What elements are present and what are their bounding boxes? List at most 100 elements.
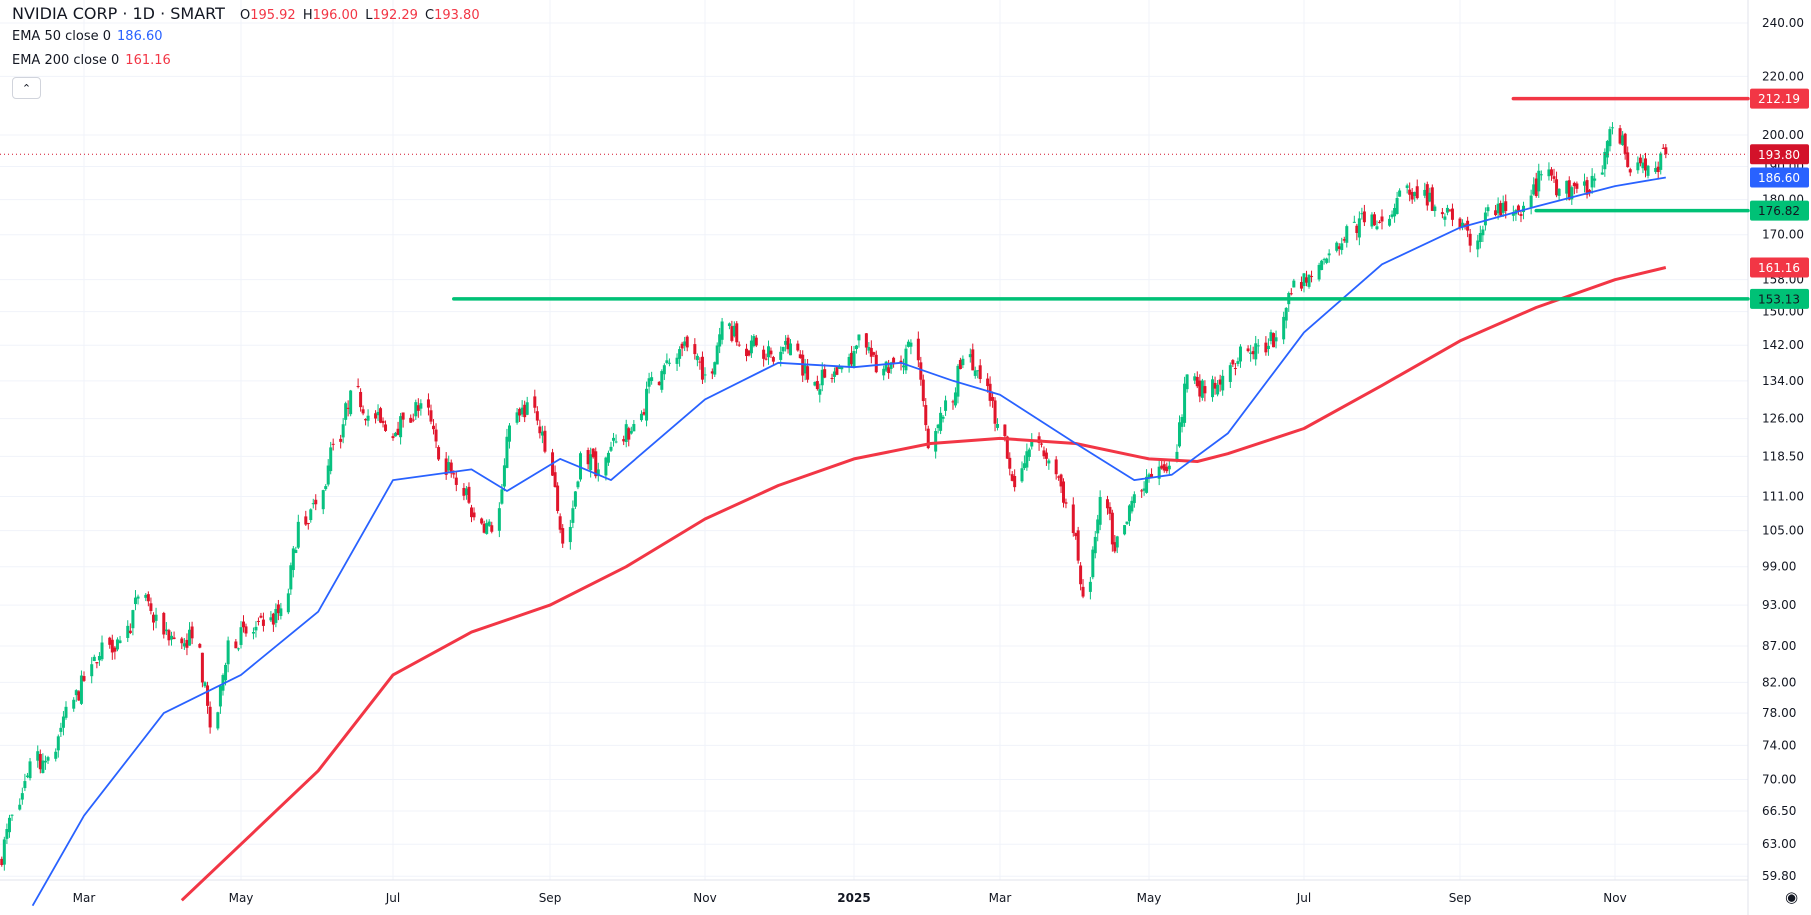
price-tick-label: 66.50: [1762, 804, 1796, 818]
candle-body: [92, 656, 96, 662]
candle-body: [1096, 519, 1100, 534]
candle-up: [485, 519, 489, 535]
candle-body: [1125, 521, 1129, 524]
price-tag-bg: [1750, 200, 1809, 221]
candle-down: [693, 338, 697, 360]
candle-down: [730, 320, 734, 343]
candle-body: [978, 365, 982, 380]
candle-body: [936, 424, 940, 429]
candle-body: [1415, 186, 1419, 199]
candle-body: [411, 419, 415, 421]
candle-body: [837, 365, 841, 369]
candle-body: [1340, 243, 1344, 251]
candle-body: [198, 644, 202, 648]
high-value: 196.00: [312, 8, 359, 23]
candle-body: [1008, 457, 1012, 469]
candle-up: [1352, 215, 1356, 223]
candle-body: [379, 408, 383, 423]
candle-down: [384, 420, 388, 432]
candle-up: [1256, 339, 1260, 354]
candle-down: [1305, 270, 1309, 287]
candle-body: [1659, 153, 1663, 170]
candle-body: [1445, 207, 1449, 213]
candle-body: [470, 507, 473, 518]
price-tick-label: 220.00: [1762, 69, 1804, 83]
candle-body: [1076, 530, 1080, 561]
candle-body: [449, 462, 453, 474]
candle-up: [718, 327, 722, 354]
candle-down: [82, 671, 86, 682]
candle-body: [934, 431, 938, 452]
candle-down: [480, 517, 484, 525]
candle-up: [720, 317, 724, 345]
candle-down: [401, 412, 405, 428]
candle-up: [944, 395, 948, 416]
candle-body: [291, 548, 295, 571]
candle-body: [1175, 451, 1179, 461]
candle-down: [1555, 171, 1559, 198]
candle-body: [346, 407, 350, 409]
candle-down: [1516, 204, 1520, 216]
candle-body: [1047, 460, 1051, 464]
candle-down: [523, 400, 527, 423]
candle-body: [1180, 417, 1184, 427]
candle-body: [1233, 368, 1237, 370]
candle-up: [1345, 224, 1349, 248]
candle-body: [409, 417, 413, 423]
candle-up: [660, 369, 664, 393]
candle-down: [429, 404, 433, 425]
candle-body: [820, 369, 824, 386]
candle-body: [752, 336, 756, 347]
candle-down: [924, 398, 928, 431]
symbol-title[interactable]: NVIDIA CORP · 1D · SMART: [12, 4, 225, 23]
candle-down: [200, 652, 204, 688]
candle-up: [1557, 188, 1561, 201]
candle-body: [854, 345, 858, 350]
candle-down: [1337, 243, 1341, 256]
candle-up: [1020, 461, 1024, 483]
candle-up: [170, 631, 174, 646]
price-tag-bg: [1750, 88, 1809, 109]
candle-body: [180, 638, 184, 644]
candle-body: [1496, 203, 1500, 214]
ema200-legend[interactable]: EMA 200 close 0 161.16: [12, 53, 171, 68]
candle-down: [642, 408, 646, 416]
candle-body: [1641, 162, 1645, 169]
candle-body: [1027, 449, 1031, 457]
candle-body: [480, 518, 484, 524]
candle-body: [1413, 192, 1417, 197]
candle-body: [259, 615, 263, 618]
candle-body: [1511, 212, 1515, 216]
candle-body: [366, 415, 370, 421]
candle-up: [1395, 191, 1399, 215]
candle-body: [224, 664, 228, 681]
candle-body: [1478, 233, 1482, 243]
candle-up: [1091, 546, 1095, 580]
candle-up: [1254, 335, 1258, 366]
candle-down: [754, 335, 758, 348]
candle-up: [624, 419, 628, 448]
candle-up: [1537, 163, 1541, 198]
candle-up: [236, 647, 240, 652]
candle-up: [1088, 576, 1092, 600]
candle-body: [1327, 253, 1331, 256]
candle-down: [874, 350, 878, 374]
candle-body: [444, 458, 448, 475]
collapse-legend-button[interactable]: ⌃: [12, 77, 41, 99]
time-tick-label: Nov: [693, 891, 716, 905]
candle-up: [1481, 225, 1485, 242]
candle-down: [261, 612, 265, 632]
candle-down: [1081, 579, 1085, 599]
candle-up: [321, 489, 325, 515]
candle-body: [401, 412, 405, 420]
candle-body: [571, 508, 575, 523]
candle-down: [951, 399, 955, 410]
gear-icon[interactable]: ◉: [1785, 888, 1799, 906]
candle-body: [28, 761, 32, 779]
candle-down: [1013, 469, 1017, 492]
candle-down: [553, 465, 557, 488]
ema50-legend[interactable]: EMA 50 close 0 186.60: [12, 29, 163, 44]
price-tag-label: 153.13: [1758, 292, 1800, 306]
candle-body: [1390, 214, 1394, 217]
